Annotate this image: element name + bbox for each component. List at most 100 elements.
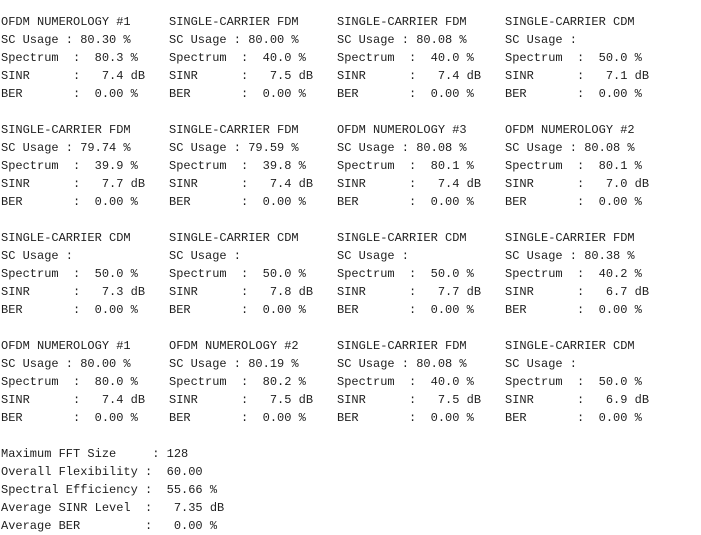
- carrier-title: SINGLE-CARRIER FDM: [1, 123, 131, 137]
- sc-usage-line: SC Usage : 80.08 %: [337, 357, 467, 371]
- spectrum-line: Spectrum : 50.0 %: [1, 267, 138, 281]
- carrier-group-1: OFDM NUMEROLOGY #1 SC Usage : 80.30 % Sp…: [1, 13, 697, 103]
- carrier-title: SINGLE-CARRIER CDM: [505, 339, 635, 353]
- flexibility-line: Overall Flexibility : 60.00: [1, 465, 203, 479]
- sinr-line: SINR : 7.5 dB: [169, 69, 314, 83]
- sinr-line: SINR : 7.5 dB: [337, 393, 482, 407]
- sinr-line: SINR : 7.4 dB: [1, 393, 146, 407]
- sinr-line: SINR : 7.0 dB: [505, 177, 650, 191]
- carrier-title: SINGLE-CARRIER CDM: [169, 231, 299, 245]
- carrier-panel: OFDM NUMEROLOGY #2 SC Usage : 80.19 % Sp…: [169, 337, 337, 427]
- sc-usage-line: SC Usage : 80.30 %: [1, 33, 131, 47]
- carrier-title: SINGLE-CARRIER CDM: [337, 231, 467, 245]
- sinr-line: SINR : 7.4 dB: [337, 177, 482, 191]
- sc-usage-line: SC Usage : 80.19 %: [169, 357, 299, 371]
- carrier-title: SINGLE-CARRIER FDM: [169, 123, 299, 137]
- spectrum-line: Spectrum : 39.9 %: [1, 159, 138, 173]
- spectrum-line: Spectrum : 39.8 %: [169, 159, 306, 173]
- spectrum-line: Spectrum : 50.0 %: [337, 267, 474, 281]
- sinr-line: SINR : 7.8 dB: [169, 285, 314, 299]
- carrier-panel: SINGLE-CARRIER CDM SC Usage : Spectrum :…: [169, 229, 337, 319]
- sinr-line: SINR : 7.4 dB: [337, 69, 482, 83]
- spectrum-line: Spectrum : 40.0 %: [169, 51, 306, 65]
- carrier-title: OFDM NUMEROLOGY #2: [505, 123, 635, 137]
- carrier-panel: OFDM NUMEROLOGY #2 SC Usage : 80.08 % Sp…: [505, 121, 673, 211]
- carrier-title: OFDM NUMEROLOGY #3: [337, 123, 467, 137]
- sinr-line: SINR : 7.1 dB: [505, 69, 650, 83]
- sinr-line: SINR : 7.4 dB: [1, 69, 146, 83]
- ber-line: BER : 0.00 %: [337, 87, 474, 101]
- sc-usage-line: SC Usage : 79.74 %: [1, 141, 131, 155]
- ber-line: BER : 0.00 %: [1, 195, 138, 209]
- carrier-title: OFDM NUMEROLOGY #1: [1, 15, 131, 29]
- sc-usage-line: SC Usage : 80.08 %: [337, 33, 467, 47]
- carrier-panel: SINGLE-CARRIER FDM SC Usage : 80.08 % Sp…: [337, 13, 505, 103]
- ber-line: BER : 0.00 %: [169, 87, 306, 101]
- sinr-line: SINR : 6.7 dB: [505, 285, 650, 299]
- ber-line: BER : 0.00 %: [337, 411, 474, 425]
- spectrum-line: Spectrum : 50.0 %: [505, 51, 642, 65]
- ber-line: BER : 0.00 %: [1, 87, 138, 101]
- ber-line: BER : 0.00 %: [1, 411, 138, 425]
- max-fft-line: Maximum FFT Size : 128: [1, 447, 189, 461]
- avg-sinr-line: Average SINR Level : 7.35 dB: [1, 501, 225, 515]
- summary-block: Maximum FFT Size : 128 Overall Flexibili…: [1, 445, 697, 535]
- ber-line: BER : 0.00 %: [1, 303, 138, 317]
- carrier-panel: SINGLE-CARRIER FDM SC Usage : 80.00 % Sp…: [169, 13, 337, 103]
- carrier-group-2: SINGLE-CARRIER FDM SC Usage : 79.74 % Sp…: [1, 121, 697, 211]
- carrier-panel: SINGLE-CARRIER CDM SC Usage : Spectrum :…: [337, 229, 505, 319]
- spectrum-line: Spectrum : 50.0 %: [505, 375, 642, 389]
- sc-usage-line: SC Usage :: [169, 249, 242, 263]
- spectrum-line: Spectrum : 40.2 %: [505, 267, 642, 281]
- sc-usage-line: SC Usage :: [505, 357, 578, 371]
- carrier-title: SINGLE-CARRIER CDM: [505, 15, 635, 29]
- ber-line: BER : 0.00 %: [169, 303, 306, 317]
- sinr-line: SINR : 6.9 dB: [505, 393, 650, 407]
- spectrum-line: Spectrum : 80.3 %: [1, 51, 138, 65]
- carrier-group-4: OFDM NUMEROLOGY #1 SC Usage : 80.00 % Sp…: [1, 337, 697, 427]
- carrier-title: SINGLE-CARRIER FDM: [169, 15, 299, 29]
- carrier-panel: SINGLE-CARRIER FDM SC Usage : 80.38 % Sp…: [505, 229, 673, 319]
- carrier-title: SINGLE-CARRIER FDM: [337, 339, 467, 353]
- sinr-line: SINR : 7.7 dB: [337, 285, 482, 299]
- ber-line: BER : 0.00 %: [169, 195, 306, 209]
- ber-line: BER : 0.00 %: [337, 303, 474, 317]
- carrier-panel: SINGLE-CARRIER CDM SC Usage : Spectrum :…: [505, 337, 673, 427]
- sc-usage-line: SC Usage : 80.00 %: [1, 357, 131, 371]
- carrier-panel: OFDM NUMEROLOGY #1 SC Usage : 80.30 % Sp…: [1, 13, 169, 103]
- sc-usage-line: SC Usage : 80.38 %: [505, 249, 635, 263]
- ber-line: BER : 0.00 %: [337, 195, 474, 209]
- sc-usage-line: SC Usage : 80.00 %: [169, 33, 299, 47]
- carrier-panel: OFDM NUMEROLOGY #1 SC Usage : 80.00 % Sp…: [1, 337, 169, 427]
- carrier-panel: SINGLE-CARRIER FDM SC Usage : 80.08 % Sp…: [337, 337, 505, 427]
- ber-line: BER : 0.00 %: [505, 87, 642, 101]
- spectrum-line: Spectrum : 80.1 %: [337, 159, 474, 173]
- carrier-group-3: SINGLE-CARRIER CDM SC Usage : Spectrum :…: [1, 229, 697, 319]
- carrier-panel: SINGLE-CARRIER FDM SC Usage : 79.74 % Sp…: [1, 121, 169, 211]
- carrier-panel: SINGLE-CARRIER FDM SC Usage : 79.59 % Sp…: [169, 121, 337, 211]
- carrier-title: OFDM NUMEROLOGY #2: [169, 339, 299, 353]
- carrier-title: SINGLE-CARRIER CDM: [1, 231, 131, 245]
- sc-usage-line: SC Usage : 79.59 %: [169, 141, 299, 155]
- sinr-line: SINR : 7.5 dB: [169, 393, 314, 407]
- spectrum-line: Spectrum : 80.0 %: [1, 375, 138, 389]
- ber-line: BER : 0.00 %: [169, 411, 306, 425]
- carrier-title: OFDM NUMEROLOGY #1: [1, 339, 131, 353]
- spectrum-line: Spectrum : 80.1 %: [505, 159, 642, 173]
- sinr-line: SINR : 7.4 dB: [169, 177, 314, 191]
- sinr-line: SINR : 7.7 dB: [1, 177, 146, 191]
- spectrum-line: Spectrum : 50.0 %: [169, 267, 306, 281]
- carrier-panel: SINGLE-CARRIER CDM SC Usage : Spectrum :…: [505, 13, 673, 103]
- sinr-line: SINR : 7.3 dB: [1, 285, 146, 299]
- sc-usage-line: SC Usage : 80.08 %: [337, 141, 467, 155]
- carrier-title: SINGLE-CARRIER FDM: [337, 15, 467, 29]
- spectrum-line: Spectrum : 40.0 %: [337, 375, 474, 389]
- carrier-title: SINGLE-CARRIER FDM: [505, 231, 635, 245]
- spectrum-line: Spectrum : 80.2 %: [169, 375, 306, 389]
- carrier-panel: OFDM NUMEROLOGY #3 SC Usage : 80.08 % Sp…: [337, 121, 505, 211]
- spectrum-line: Spectrum : 40.0 %: [337, 51, 474, 65]
- spectral-efficiency-line: Spectral Efficiency : 55.66 %: [1, 483, 218, 497]
- ber-line: BER : 0.00 %: [505, 195, 642, 209]
- carrier-panel: SINGLE-CARRIER CDM SC Usage : Spectrum :…: [1, 229, 169, 319]
- ber-line: BER : 0.00 %: [505, 411, 642, 425]
